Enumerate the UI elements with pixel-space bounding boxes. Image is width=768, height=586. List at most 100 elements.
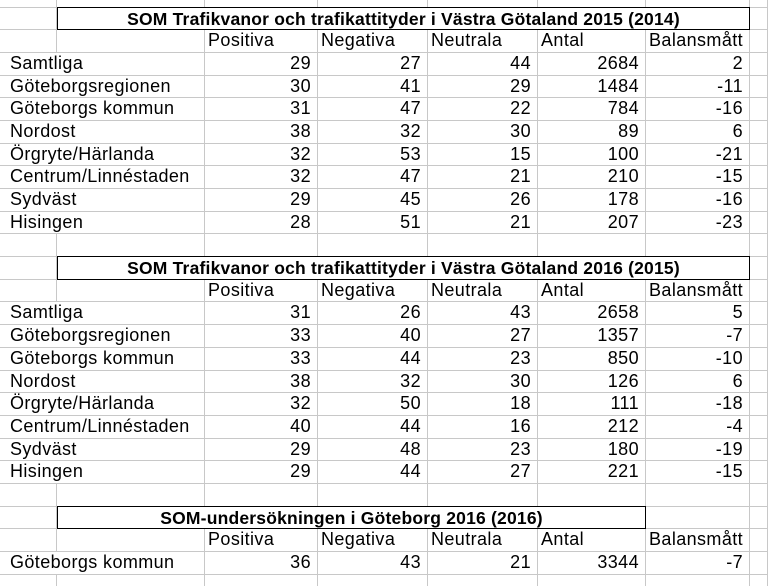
cell-positiva[interactable]: 30 [205, 75, 318, 99]
spreadsheet-cell[interactable] [750, 279, 768, 303]
spreadsheet-cell[interactable] [750, 0, 768, 8]
spreadsheet-cell[interactable] [428, 574, 538, 586]
row-label[interactable]: Nordost [0, 120, 205, 144]
cell-neutrala[interactable]: 22 [428, 98, 538, 121]
cell-neutrala[interactable]: 43 [428, 302, 538, 326]
column-header-balansmatt[interactable]: Balansmått [646, 30, 750, 53]
cell-neutrala[interactable]: 27 [428, 325, 538, 348]
row-label[interactable]: Göteborgs kommun [0, 552, 205, 575]
column-header-positiva[interactable]: Positiva [205, 529, 318, 552]
cell-antal[interactable]: 180 [538, 438, 646, 462]
cell-neutrala[interactable]: 21 [428, 166, 538, 189]
row-label[interactable]: Örgryte/Härlanda [0, 143, 205, 167]
row-label[interactable]: Göteborgsregionen [0, 75, 205, 99]
cell-antal[interactable]: 3344 [538, 552, 646, 575]
column-header-positiva[interactable]: Positiva [205, 30, 318, 53]
cell-balansmatt[interactable]: -19 [646, 438, 750, 462]
cell-negativa[interactable]: 32 [318, 370, 428, 394]
spreadsheet-cell[interactable] [0, 483, 57, 507]
cell-neutrala[interactable]: 16 [428, 415, 538, 439]
row-label[interactable]: Göteborgs kommun [0, 347, 205, 371]
cell-balansmatt[interactable]: -18 [646, 393, 750, 416]
column-header-antal[interactable]: Antal [538, 30, 646, 53]
cell-neutrala[interactable]: 21 [428, 211, 538, 235]
cell-neutrala[interactable]: 15 [428, 143, 538, 167]
spreadsheet-cell[interactable] [205, 483, 318, 507]
cell-antal[interactable]: 1357 [538, 325, 646, 348]
cell-neutrala[interactable]: 44 [428, 52, 538, 76]
cell-balansmatt[interactable]: -4 [646, 415, 750, 439]
cell-positiva[interactable]: 31 [205, 98, 318, 121]
cell-positiva[interactable]: 29 [205, 189, 318, 212]
table-title[interactable]: SOM Trafikvanor och trafikattityder i Vä… [57, 256, 750, 280]
spreadsheet-cell[interactable] [750, 52, 768, 76]
cell-antal[interactable]: 2684 [538, 52, 646, 76]
cell-neutrala[interactable]: 27 [428, 461, 538, 484]
column-header-neutrala[interactable]: Neutrala [428, 529, 538, 552]
row-label[interactable]: Hisingen [0, 211, 205, 235]
cell-positiva[interactable]: 29 [205, 438, 318, 462]
cell-antal[interactable]: 210 [538, 166, 646, 189]
spreadsheet-cell[interactable] [318, 483, 428, 507]
cell-balansmatt[interactable]: -23 [646, 211, 750, 235]
cell-antal[interactable]: 2658 [538, 302, 646, 326]
cell-negativa[interactable]: 40 [318, 325, 428, 348]
spreadsheet-cell[interactable] [646, 574, 750, 586]
cell-negativa[interactable]: 41 [318, 75, 428, 99]
column-header-balansmatt[interactable]: Balansmått [646, 529, 750, 552]
spreadsheet-cell[interactable] [428, 234, 538, 258]
spreadsheet-cell[interactable] [646, 483, 750, 507]
column-header-negativa[interactable]: Negativa [318, 279, 428, 303]
cell-negativa[interactable]: 32 [318, 120, 428, 144]
spreadsheet-cell[interactable] [750, 552, 768, 575]
spreadsheet-cell[interactable] [750, 211, 768, 235]
cell-negativa[interactable]: 53 [318, 143, 428, 167]
spreadsheet-cell[interactable] [318, 574, 428, 586]
cell-neutrala[interactable]: 30 [428, 120, 538, 144]
cell-positiva[interactable]: 38 [205, 370, 318, 394]
spreadsheet-cell[interactable] [0, 279, 57, 303]
row-label[interactable]: Göteborgs kommun [0, 98, 205, 121]
spreadsheet-cell[interactable] [750, 325, 768, 348]
cell-positiva[interactable]: 40 [205, 415, 318, 439]
spreadsheet-cell[interactable] [750, 370, 768, 394]
cell-balansmatt[interactable]: -11 [646, 75, 750, 99]
table-title[interactable]: SOM Trafikvanor och trafikattityder i Vä… [57, 6, 750, 31]
cell-balansmatt[interactable]: -16 [646, 98, 750, 121]
row-label[interactable]: Sydväst [0, 438, 205, 462]
cell-positiva[interactable]: 38 [205, 120, 318, 144]
cell-negativa[interactable]: 44 [318, 461, 428, 484]
cell-positiva[interactable]: 33 [205, 347, 318, 371]
cell-neutrala[interactable]: 30 [428, 370, 538, 394]
cell-antal[interactable]: 100 [538, 143, 646, 167]
spreadsheet-cell[interactable] [750, 415, 768, 439]
row-label[interactable]: Sydväst [0, 189, 205, 212]
cell-antal[interactable]: 89 [538, 120, 646, 144]
row-label[interactable]: Göteborgsregionen [0, 325, 205, 348]
spreadsheet-cell[interactable] [57, 279, 205, 303]
cell-antal[interactable]: 784 [538, 98, 646, 121]
column-header-negativa[interactable]: Negativa [318, 529, 428, 552]
cell-neutrala[interactable]: 23 [428, 347, 538, 371]
cell-antal[interactable]: 178 [538, 189, 646, 212]
cell-balansmatt[interactable]: -21 [646, 143, 750, 167]
cell-balansmatt[interactable]: -7 [646, 552, 750, 575]
spreadsheet-cell[interactable] [0, 0, 57, 8]
column-header-neutrala[interactable]: Neutrala [428, 279, 538, 303]
spreadsheet-cell[interactable] [750, 347, 768, 371]
row-label[interactable]: Örgryte/Härlanda [0, 393, 205, 416]
spreadsheet-cell[interactable] [57, 483, 205, 507]
column-header-antal[interactable]: Antal [538, 529, 646, 552]
spreadsheet-cell[interactable] [57, 529, 205, 552]
spreadsheet-cell[interactable] [750, 461, 768, 484]
spreadsheet-cell[interactable] [538, 574, 646, 586]
cell-neutrala[interactable]: 29 [428, 75, 538, 99]
spreadsheet-cell[interactable] [646, 506, 750, 530]
spreadsheet-cell[interactable] [538, 483, 646, 507]
cell-negativa[interactable]: 45 [318, 189, 428, 212]
cell-neutrala[interactable]: 21 [428, 552, 538, 575]
spreadsheet-cell[interactable] [646, 234, 750, 258]
cell-antal[interactable]: 111 [538, 393, 646, 416]
cell-antal[interactable]: 207 [538, 211, 646, 235]
spreadsheet-cell[interactable] [0, 7, 57, 31]
